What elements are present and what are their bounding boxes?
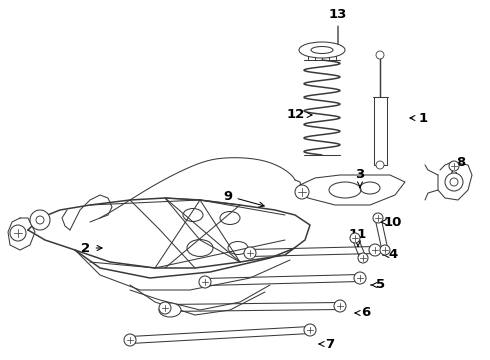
Circle shape bbox=[244, 247, 256, 259]
Circle shape bbox=[124, 334, 136, 346]
Circle shape bbox=[449, 161, 459, 171]
Text: 9: 9 bbox=[223, 189, 264, 207]
Text: 10: 10 bbox=[381, 216, 402, 229]
Circle shape bbox=[354, 272, 366, 284]
Circle shape bbox=[10, 225, 26, 241]
Text: 6: 6 bbox=[355, 306, 370, 320]
Text: 4: 4 bbox=[383, 248, 397, 261]
Circle shape bbox=[350, 233, 360, 243]
Text: 1: 1 bbox=[410, 112, 428, 125]
Ellipse shape bbox=[299, 42, 345, 58]
Circle shape bbox=[373, 213, 383, 223]
Circle shape bbox=[369, 244, 381, 256]
Circle shape bbox=[159, 302, 171, 314]
Text: 11: 11 bbox=[349, 228, 367, 246]
Circle shape bbox=[358, 253, 368, 263]
Circle shape bbox=[376, 51, 384, 59]
Text: 3: 3 bbox=[355, 168, 365, 187]
Circle shape bbox=[304, 324, 316, 336]
Ellipse shape bbox=[311, 46, 333, 54]
Text: 7: 7 bbox=[319, 338, 335, 351]
Circle shape bbox=[376, 161, 384, 169]
Text: 5: 5 bbox=[371, 279, 386, 292]
Circle shape bbox=[30, 210, 50, 230]
Circle shape bbox=[334, 300, 346, 312]
Circle shape bbox=[380, 245, 390, 255]
Circle shape bbox=[199, 276, 211, 288]
Ellipse shape bbox=[159, 303, 181, 317]
Circle shape bbox=[295, 185, 309, 199]
Text: 2: 2 bbox=[81, 242, 102, 255]
Circle shape bbox=[445, 173, 463, 191]
Text: 8: 8 bbox=[451, 157, 466, 175]
Text: 12: 12 bbox=[287, 108, 312, 122]
FancyBboxPatch shape bbox=[373, 97, 387, 165]
Text: 13: 13 bbox=[329, 8, 347, 51]
